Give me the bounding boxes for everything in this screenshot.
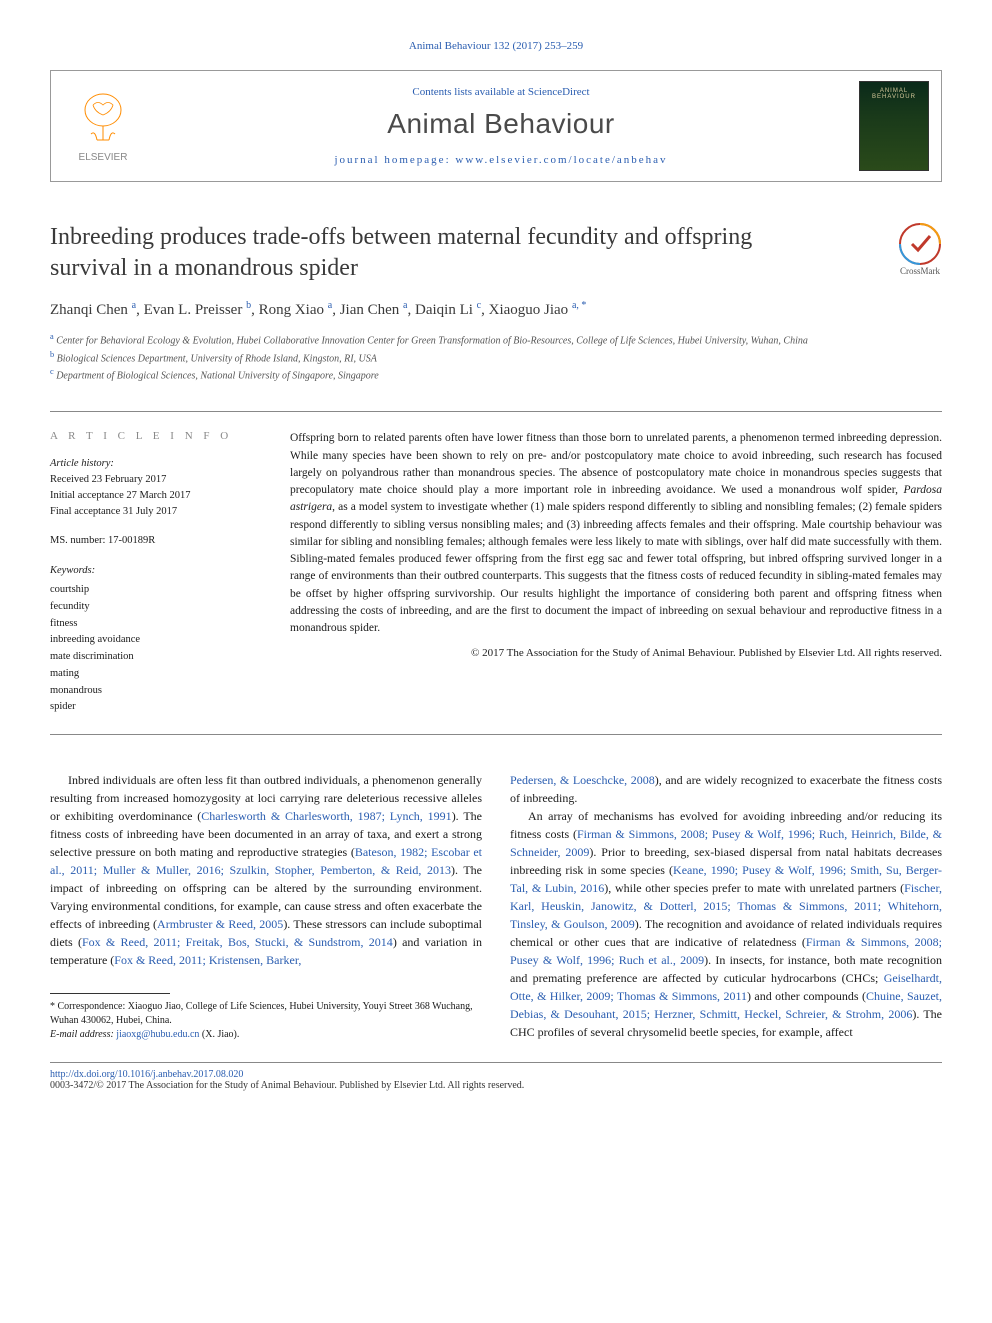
journal-cover-thumb: ANIMAL BEHAVIOUR: [859, 81, 929, 171]
ref-link[interactable]: Fox & Reed, 2011; Kristensen, Barker,: [114, 953, 301, 967]
info-abstract-row: A R T I C L E I N F O Article history: R…: [50, 430, 942, 735]
ms-number: MS. number: 17-00189R: [50, 533, 260, 549]
keyword-item: spider: [50, 699, 260, 716]
article-info-header: A R T I C L E I N F O: [50, 430, 260, 442]
journal-name: Animal Behaviour: [143, 108, 859, 140]
footer-line: http://dx.doi.org/10.1016/j.anbehav.2017…: [50, 1062, 942, 1091]
history-label: Article history:: [50, 458, 114, 469]
correspondence-address: * Correspondence: Xiaoguo Jiao, College …: [50, 1000, 482, 1028]
ref-link[interactable]: Pedersen, & Loeschcke, 2008: [510, 773, 655, 787]
footnote-separator: [50, 993, 170, 994]
elsevier-logo: ELSEVIER: [63, 81, 143, 171]
crossmark-icon: [898, 222, 942, 266]
citation-header: Animal Behaviour 132 (2017) 253–259: [50, 40, 942, 52]
section-divider: [50, 411, 942, 412]
keyword-item: mate discrimination: [50, 649, 260, 666]
ref-link[interactable]: Fox & Reed, 2011; Freitak, Bos, Stucki, …: [82, 935, 393, 949]
corresponding-author-footnote: * Correspondence: Xiaoguo Jiao, College …: [50, 1000, 482, 1042]
keyword-item: inbreeding avoidance: [50, 632, 260, 649]
cover-text: ANIMAL BEHAVIOUR: [860, 88, 928, 100]
keywords-list: courtshipfecundityfitnessinbreeding avoi…: [50, 582, 260, 716]
journal-homepage-link[interactable]: www.elsevier.com/locate/anbehav: [455, 154, 667, 166]
initial-acceptance: Initial acceptance 27 March 2017: [50, 490, 191, 501]
ref-link[interactable]: Armbruster & Reed, 2005: [157, 917, 283, 931]
intro-paragraph-2: An array of mechanisms has evolved for a…: [510, 807, 942, 1041]
journal-homepage: journal homepage: www.elsevier.com/locat…: [143, 154, 859, 166]
keywords-label: Keywords:: [50, 563, 260, 580]
keyword-item: monandrous: [50, 683, 260, 700]
intro-paragraph-1: Inbred individuals are often less fit th…: [50, 771, 482, 969]
body-col-right: Pedersen, & Loeschcke, 2008), and are wi…: [510, 771, 942, 1042]
issn-copyright: 0003-3472/© 2017 The Association for the…: [50, 1080, 524, 1091]
article-history: Article history: Received 23 February 20…: [50, 456, 260, 519]
affiliations: a Center for Behavioral Ecology & Evolut…: [50, 331, 942, 383]
keyword-item: fitness: [50, 616, 260, 633]
article-info-sidebar: A R T I C L E I N F O Article history: R…: [50, 430, 260, 716]
body-col-left: Inbred individuals are often less fit th…: [50, 771, 482, 1042]
keywords-block: Keywords: courtshipfecundityfitnessinbre…: [50, 563, 260, 716]
contents-available: Contents lists available at ScienceDirec…: [143, 86, 859, 98]
keyword-item: courtship: [50, 582, 260, 599]
final-acceptance: Final acceptance 31 July 2017: [50, 506, 177, 517]
sciencedirect-link[interactable]: ScienceDirect: [528, 86, 590, 98]
abstract-copyright: © 2017 The Association for the Study of …: [290, 645, 942, 662]
ref-link[interactable]: Charlesworth & Charlesworth, 1987; Lynch…: [201, 809, 451, 823]
crossmark-label: CrossMark: [900, 266, 940, 276]
intro-paragraph-1-cont: Pedersen, & Loeschcke, 2008), and are wi…: [510, 771, 942, 807]
abstract: Offspring born to related parents often …: [290, 430, 942, 716]
email-line: E-mail address: jiaoxg@hubu.edu.cn (X. J…: [50, 1028, 482, 1042]
elsevier-text: ELSEVIER: [79, 152, 128, 163]
received-date: Received 23 February 2017: [50, 474, 166, 485]
doi-link[interactable]: http://dx.doi.org/10.1016/j.anbehav.2017…: [50, 1069, 243, 1080]
keyword-item: mating: [50, 666, 260, 683]
author-list: Zhanqi Chen a, Evan L. Preisser b, Rong …: [50, 300, 942, 319]
journal-header-bar: ELSEVIER Contents lists available at Sci…: [50, 70, 942, 182]
body-columns: Inbred individuals are often less fit th…: [50, 771, 942, 1042]
email-link[interactable]: jiaoxg@hubu.edu.cn: [116, 1029, 199, 1040]
title-row: Inbreeding produces trade-offs between m…: [50, 222, 942, 284]
abstract-text: Offspring born to related parents often …: [290, 432, 942, 634]
crossmark-badge[interactable]: CrossMark: [898, 222, 942, 276]
article-title: Inbreeding produces trade-offs between m…: [50, 222, 790, 284]
header-center: Contents lists available at ScienceDirec…: [143, 86, 859, 166]
keyword-item: fecundity: [50, 599, 260, 616]
elsevier-tree-icon: [73, 90, 133, 150]
